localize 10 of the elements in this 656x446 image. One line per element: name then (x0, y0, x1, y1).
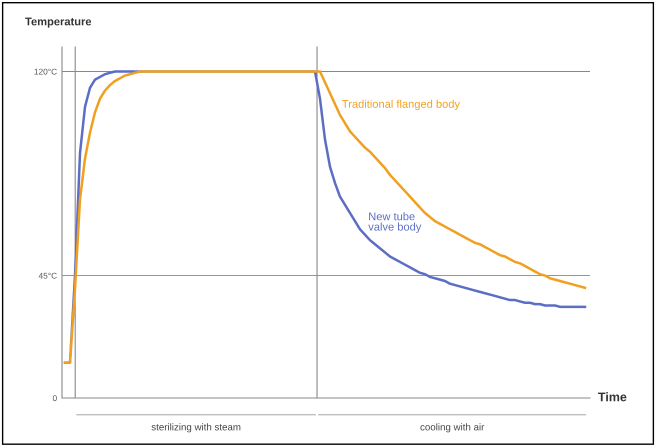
text: cooling with air (420, 423, 484, 432)
x-axis-title: Time (598, 392, 626, 402)
y-tick-label: 0 (52, 395, 57, 402)
text: sterilizing with steam (152, 423, 240, 432)
series-label: New tube valve body (368, 212, 422, 233)
line-series (64, 70, 586, 364)
y-tick-label: 45°C (38, 272, 57, 279)
y-tick-label: 120°C (34, 68, 57, 75)
series-label: Traditional flanged body (342, 100, 460, 110)
y-axis-title: Temperature (25, 18, 92, 28)
